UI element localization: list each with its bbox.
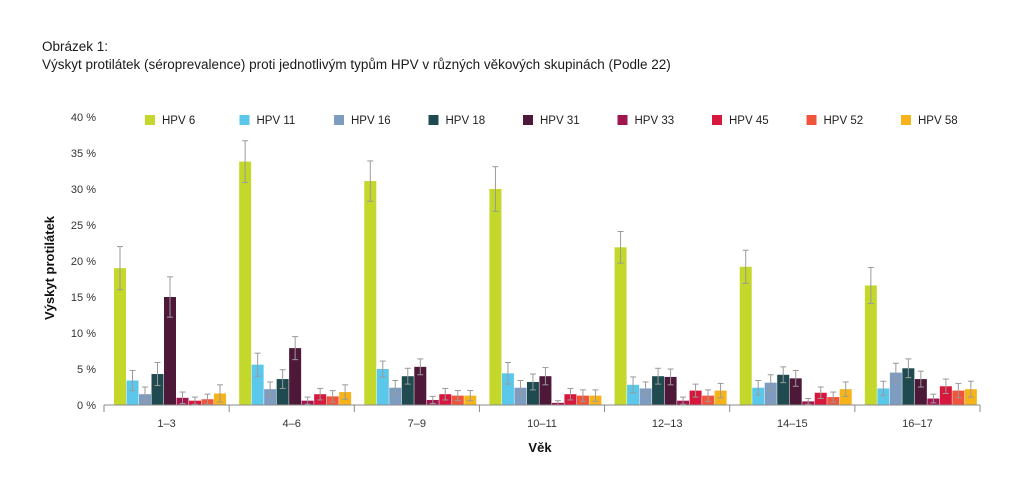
bars-layer — [114, 140, 977, 406]
bar — [539, 376, 552, 405]
y-axis: 0 % 5 % 10 % 15 % 20 % 25 % 30 % 35 % 40 % — [71, 112, 96, 412]
bar — [627, 384, 640, 405]
y-tick-label: 25 % — [71, 220, 96, 232]
bar — [914, 379, 927, 405]
bar — [239, 161, 252, 405]
y-tick-label: 40 % — [71, 112, 96, 124]
legend-swatch — [523, 115, 533, 125]
bar — [151, 374, 164, 405]
x-tick-label: 10–11 — [527, 418, 557, 430]
legend-swatch — [239, 115, 250, 125]
x-tick-label: 12–13 — [652, 418, 683, 430]
bar — [501, 373, 514, 405]
x-axis-label: Věk — [528, 440, 552, 455]
bar — [114, 268, 126, 405]
legend-swatch — [145, 115, 155, 125]
x-axis: 1–3 4–6 7–9 10–11 12–13 14–15 16–17 — [103, 404, 981, 430]
legend-label: HPV 6 — [162, 115, 195, 127]
bar — [164, 297, 176, 405]
y-tick-label: 30 % — [71, 184, 96, 196]
legend-label: HPV 52 — [824, 115, 864, 127]
y-tick-label: 10 % — [71, 328, 96, 340]
legend-swatch — [712, 115, 722, 125]
legend-label: HPV 11 — [257, 115, 296, 127]
bar — [514, 387, 527, 405]
x-tick-label: 4–6 — [283, 418, 301, 430]
bar — [639, 388, 652, 405]
bar — [489, 189, 502, 405]
figure-caption: Obrázek 1: Výskyt protilátek (séropreval… — [42, 38, 671, 74]
bar — [752, 387, 765, 405]
bar — [289, 348, 302, 405]
y-tick-label: 15 % — [71, 292, 96, 304]
bar — [614, 247, 627, 405]
legend-swatch — [617, 115, 628, 125]
bar — [889, 372, 902, 405]
bar — [652, 376, 665, 405]
legend-label: HPV 16 — [351, 115, 391, 127]
legend-label: HPV 31 — [540, 115, 580, 127]
y-tick-label: 35 % — [71, 148, 96, 160]
legend: HPV 6 HPV 11 HPV 16 HPV 18 HPV 31 HPV 33 HPV 4… — [145, 115, 958, 127]
bar — [839, 389, 852, 405]
bar — [689, 390, 702, 405]
bar — [789, 378, 802, 405]
legend-label: HPV 33 — [635, 115, 675, 127]
bar — [877, 388, 890, 405]
bar — [376, 369, 389, 405]
legend-label: HPV 58 — [918, 115, 958, 127]
bar — [389, 387, 402, 405]
y-tick-label: 0 % — [77, 400, 96, 412]
y-axis-label: Výskyt protilátek — [42, 215, 57, 320]
chart-title: Výskyt protilátek (séroprevalence) proti… — [42, 57, 671, 72]
x-tick-label: 16–17 — [902, 418, 933, 430]
bar — [364, 181, 377, 405]
x-tick-label: 7–9 — [408, 418, 426, 430]
x-tick-label: 1–3 — [157, 418, 175, 430]
bar — [276, 379, 289, 405]
legend-label: HPV 45 — [729, 115, 769, 127]
bar — [764, 382, 777, 405]
bar — [251, 364, 264, 405]
x-tick-label: 14–15 — [777, 418, 808, 430]
bar — [526, 381, 539, 405]
y-tick-label: 20 % — [71, 256, 96, 268]
bar — [739, 266, 752, 405]
legend-swatch — [806, 115, 817, 125]
legend-swatch — [901, 115, 911, 125]
legend-swatch — [428, 115, 439, 125]
bar — [664, 376, 677, 405]
bar — [126, 380, 139, 405]
bar — [401, 376, 414, 405]
caption-label: Obrázek 1: — [42, 39, 109, 54]
y-tick-label: 5 % — [77, 364, 96, 376]
bar — [939, 386, 952, 405]
bar — [414, 366, 427, 405]
legend-label: HPV 18 — [446, 115, 486, 127]
bar — [864, 285, 877, 405]
legend-swatch — [334, 115, 344, 125]
bar — [264, 389, 277, 405]
